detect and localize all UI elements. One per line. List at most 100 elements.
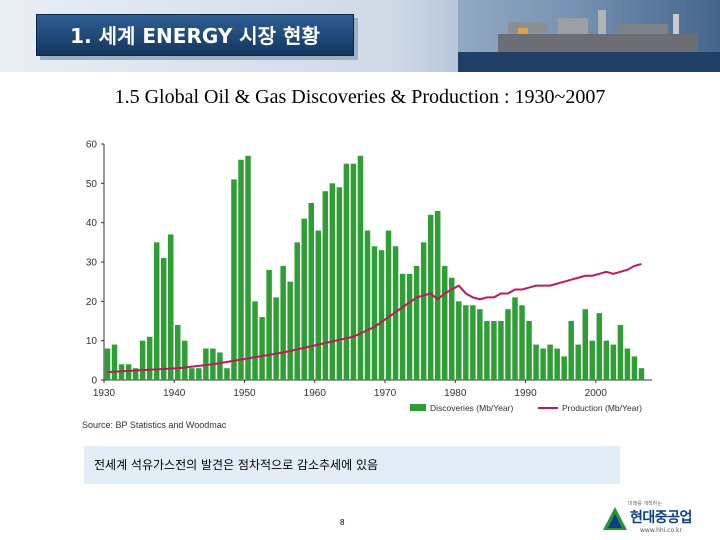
legend-label-discoveries: Discoveries (Mb/Year) <box>430 403 513 413</box>
discovery-bar <box>259 317 265 380</box>
discovery-bar <box>245 155 251 380</box>
discovery-bar <box>582 309 588 380</box>
discoveries-production-chart: 0 10 20 30 40 50 60 1930 1940 1950 1960 1970 1980 199… <box>86 140 652 413</box>
discovery-bar <box>596 313 603 380</box>
discovery-bar <box>287 281 293 380</box>
discovery-bar <box>132 368 139 380</box>
discovery-bar <box>280 265 286 380</box>
y-tick-label: 30 <box>86 258 98 269</box>
discovery-bar <box>111 344 118 380</box>
discovery-bar <box>273 297 279 380</box>
header-banner: 1. 세계 ENERGY 시장 현황 <box>0 0 720 72</box>
discovery-bar <box>231 179 237 380</box>
y-tick-label: 20 <box>86 297 98 308</box>
discovery-bar <box>610 344 617 380</box>
discovery-bar <box>378 250 385 380</box>
discovery-bar <box>125 364 132 380</box>
x-tick-label: 1950 <box>233 388 256 399</box>
discovery-bar <box>470 305 476 380</box>
section-title: 1. 세계 ENERGY 시장 현황 <box>36 14 354 56</box>
discovery-bar <box>238 159 244 380</box>
x-tick-label: 1980 <box>444 388 467 399</box>
discovery-bar <box>568 321 574 380</box>
discovery-bar <box>315 230 322 380</box>
discovery-bar <box>547 344 553 380</box>
discovery-bar <box>104 348 111 380</box>
discovery-bar <box>554 348 560 380</box>
discovery-bar <box>603 340 610 380</box>
discovery-bar <box>336 187 343 380</box>
x-tick-label: 2000 <box>585 388 608 399</box>
discovery-bar <box>484 321 490 380</box>
discovery-bar <box>217 352 223 380</box>
discovery-bar <box>512 297 518 380</box>
discovery-bar <box>477 309 483 380</box>
discovery-bar <box>371 246 378 380</box>
discovery-bar <box>505 309 511 380</box>
discovery-bar <box>589 340 596 380</box>
discovery-bar <box>357 155 364 380</box>
offshore-platform-icon <box>458 0 720 72</box>
discovery-bar <box>434 210 441 380</box>
x-tick-label: 1960 <box>304 388 327 399</box>
discovery-bar <box>540 348 546 380</box>
legend-swatch-discoveries <box>410 404 426 411</box>
x-tick-label: 1930 <box>93 388 116 399</box>
discovery-bar <box>463 305 469 380</box>
discovery-bar <box>329 183 336 380</box>
discovery-bar <box>139 340 146 380</box>
discovery-bar <box>631 356 638 380</box>
discovery-bar <box>638 368 645 380</box>
logo-url: www.hhi.co.kr <box>640 527 682 534</box>
discovery-bar <box>182 340 188 380</box>
hhi-emblem-icon <box>603 507 627 530</box>
x-tick-label: 1940 <box>163 388 186 399</box>
discovery-bar <box>420 242 427 380</box>
discovery-bar <box>196 368 202 380</box>
y-tick-label: 10 <box>86 336 98 347</box>
discovery-bar <box>533 344 539 380</box>
company-logo: 미래를 개척하는 현대중공업 www.hhi.co.kr <box>600 498 718 538</box>
chart-source: Source: BP Statistics and Woodmac <box>82 420 227 430</box>
page-number: 8 <box>340 518 345 527</box>
discovery-bar <box>175 324 181 380</box>
discovery-bar <box>413 265 420 380</box>
discovery-bar <box>575 344 581 380</box>
discovery-bar <box>498 321 504 380</box>
discovery-bar <box>168 234 174 380</box>
logo-name: 현대중공업 <box>630 510 692 526</box>
summary-note: 전세계 석유가스전의 발견은 점차적으로 감소추세에 있음 <box>84 446 620 484</box>
discovery-bar <box>406 273 413 380</box>
discovery-bar <box>526 321 532 380</box>
discovery-bar <box>308 203 314 380</box>
discovery-bar <box>153 242 160 380</box>
discovery-bar <box>385 230 392 380</box>
discovery-bar <box>252 301 258 380</box>
discovery-bar <box>224 368 230 380</box>
x-tick-label: 1990 <box>514 388 537 399</box>
discovery-bar <box>617 324 624 380</box>
discovery-bar <box>399 273 406 380</box>
discovery-bar <box>350 163 357 380</box>
y-tick-label: 60 <box>86 140 98 151</box>
discovery-bar <box>519 305 525 380</box>
discovery-bar <box>456 301 462 380</box>
discovery-bar <box>266 269 272 380</box>
legend-label-production: Production (Mb/Year) <box>562 403 642 413</box>
discovery-bar <box>561 356 567 380</box>
discovery-bar <box>160 258 167 380</box>
slide-heading: 1.5 Global Oil & Gas Discoveries & Produ… <box>114 86 606 108</box>
discovery-bar <box>442 265 448 380</box>
discovery-bar <box>301 218 307 380</box>
discovery-bar <box>322 191 329 380</box>
discovery-bar <box>624 348 631 380</box>
discovery-bar <box>294 242 300 380</box>
production-line <box>107 263 642 374</box>
discovery-bar <box>491 321 497 380</box>
discovery-bar <box>449 277 455 380</box>
logo-slogan: 미래를 개척하는 <box>628 501 662 507</box>
y-tick-label: 40 <box>86 218 98 229</box>
discovery-bar <box>189 368 195 380</box>
discovery-bar <box>343 163 350 380</box>
x-tick-label: 1970 <box>374 388 397 399</box>
